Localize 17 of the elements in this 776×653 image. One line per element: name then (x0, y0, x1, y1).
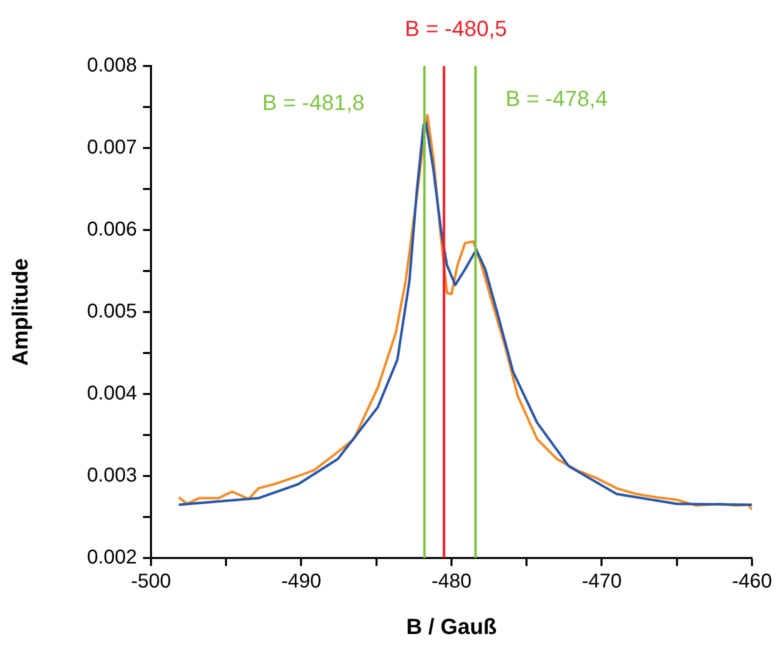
x-tick-label: -480 (431, 570, 472, 593)
x-tick-label: -460 (732, 570, 772, 593)
ref-line-label: B = -481,8 (262, 90, 364, 116)
y-tick-label: 0.003 (86, 464, 137, 487)
ref-line-label: B = -480,5 (404, 16, 508, 42)
y-tick-label: 0.005 (86, 300, 137, 323)
ref-line-label: B = -478,4 (506, 86, 608, 112)
x-tick-label: -490 (281, 570, 322, 593)
x-axis-title: B / Gauß (406, 614, 497, 639)
y-tick-label: 0.006 (86, 218, 137, 241)
y-axis-title: Amplitude (7, 258, 32, 366)
x-tick-label: -470 (582, 570, 622, 593)
y-tick-label: 0.008 (86, 54, 137, 77)
y-tick-label: 0.007 (86, 136, 137, 159)
x-tick-label: -500 (130, 570, 172, 593)
y-tick-label: 0.002 (86, 546, 137, 569)
y-tick-label: 0.004 (86, 382, 137, 405)
